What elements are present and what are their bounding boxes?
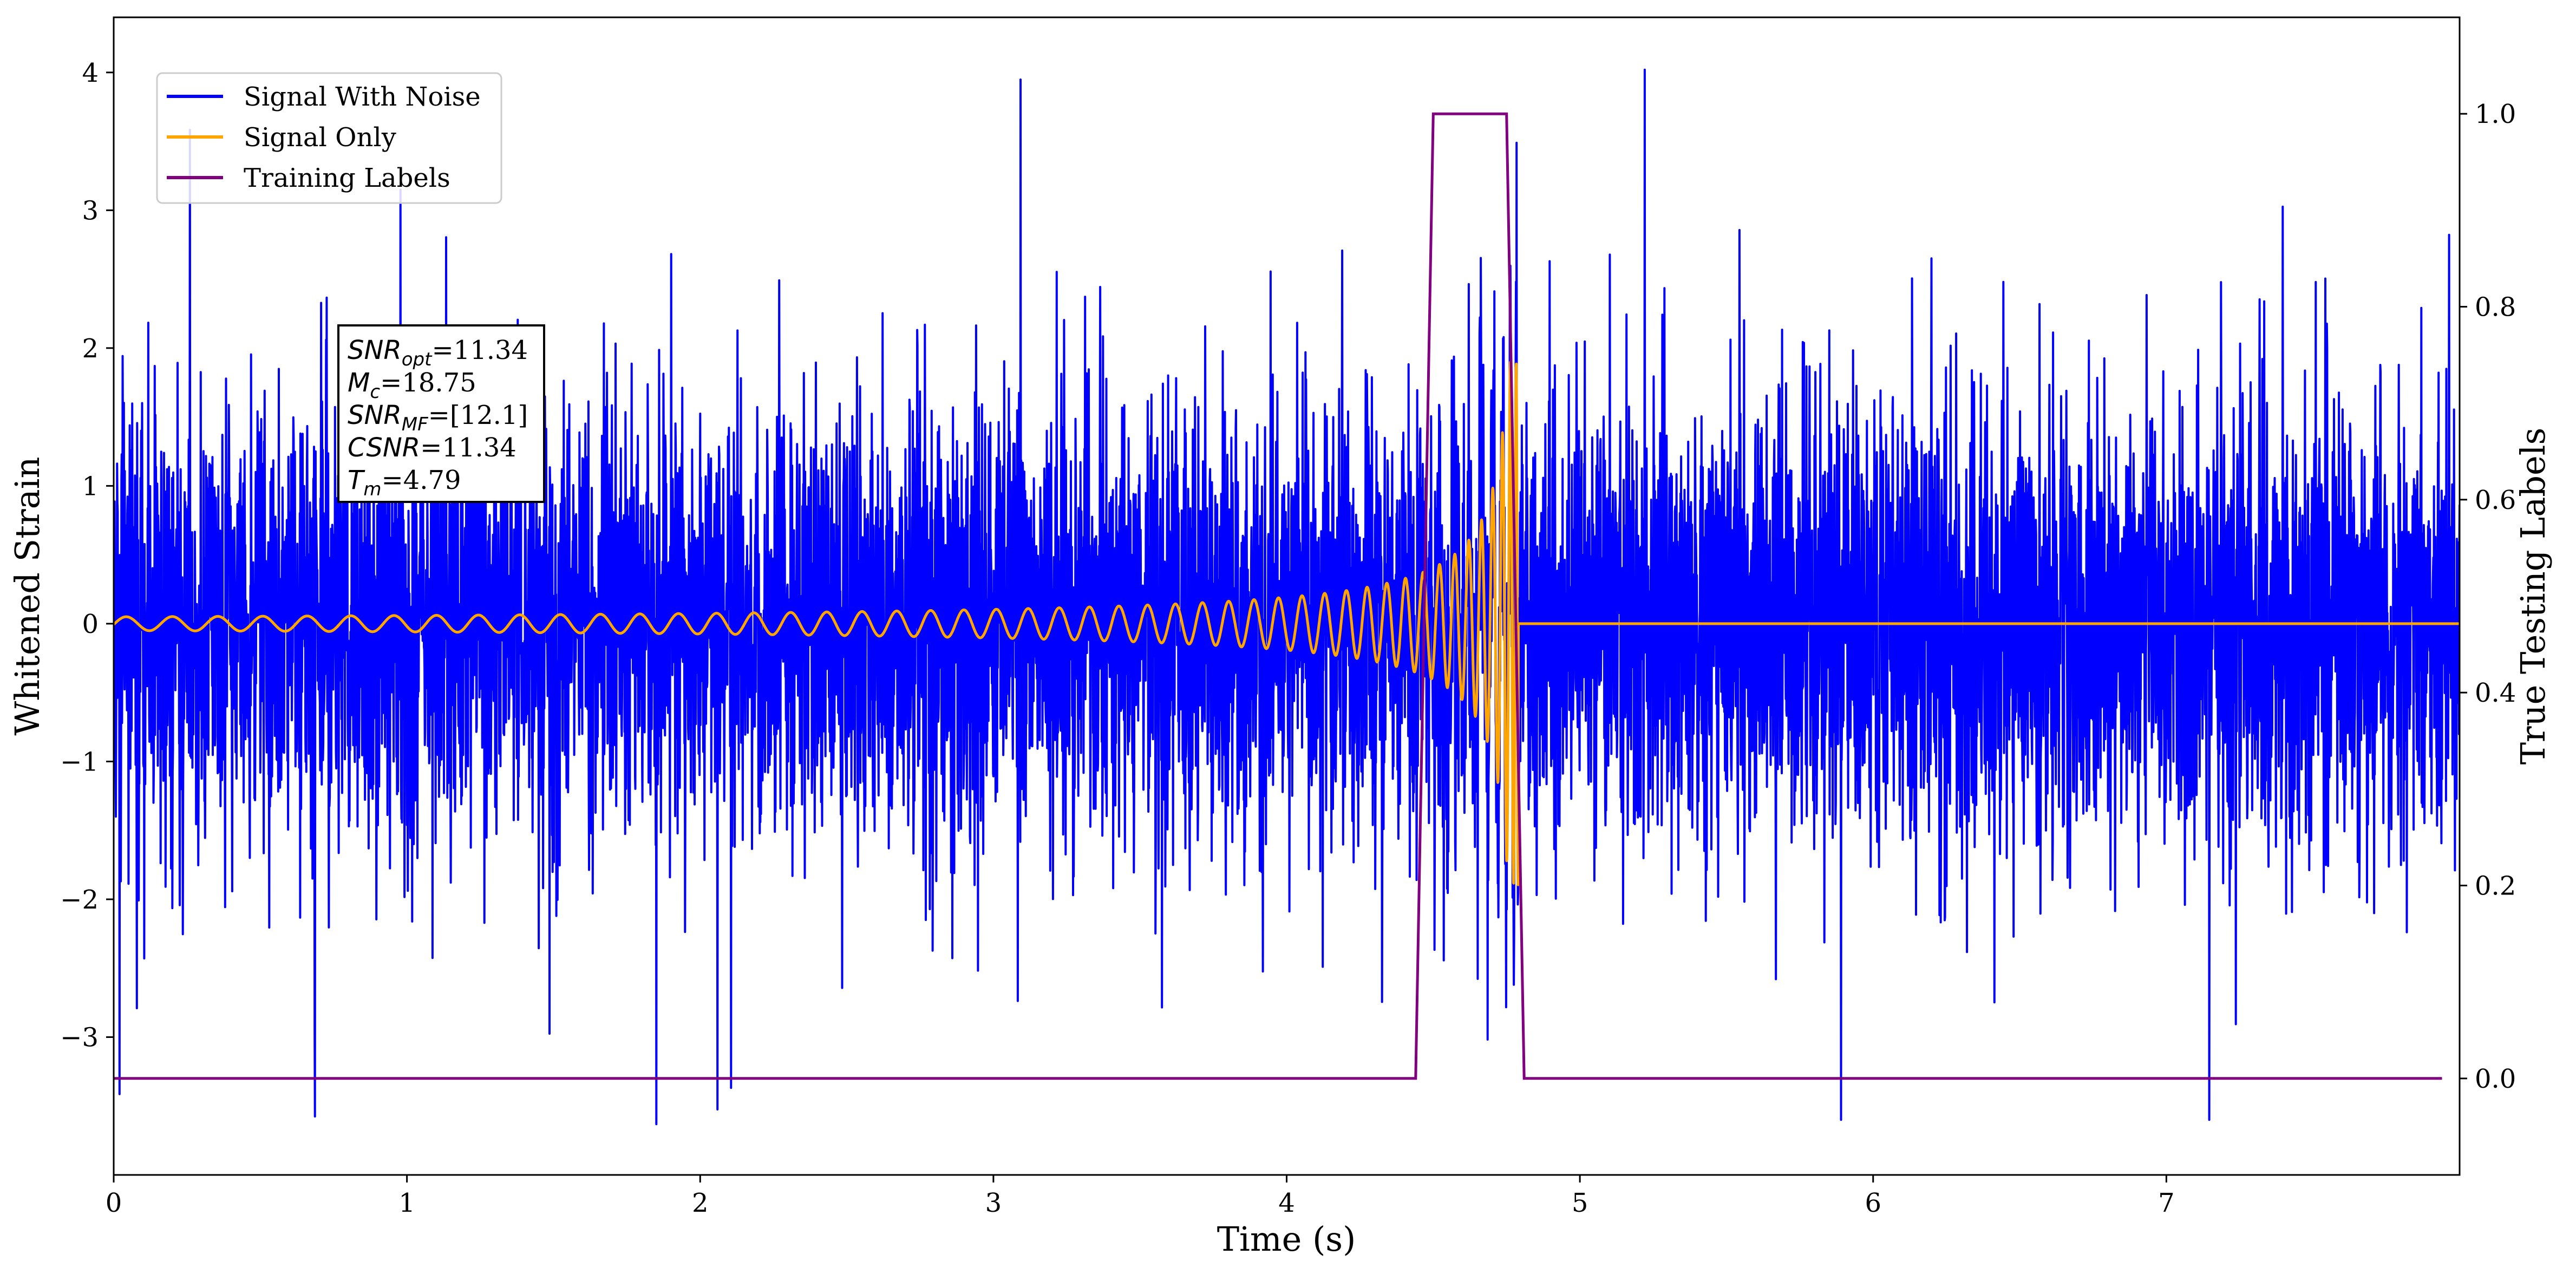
- x-tick-label: 1: [398, 1188, 415, 1218]
- annotation-value: =11.34: [431, 335, 528, 365]
- x-tick-label: 2: [692, 1188, 709, 1218]
- y-tick-label: 1: [82, 471, 99, 501]
- x-tick-label: 4: [1278, 1188, 1295, 1218]
- x-tick-label: 0: [106, 1188, 122, 1218]
- annotation-subscript: m: [363, 479, 381, 500]
- y2-axis-label: True Testing Labels: [2513, 428, 2553, 765]
- annotation-subscript: opt: [402, 349, 433, 370]
- annotation-symbol: CSNR: [348, 433, 420, 463]
- legend-label: Training Labels: [244, 163, 450, 193]
- x-tick-label: 5: [1572, 1188, 1588, 1218]
- annotation-symbol: T: [348, 465, 365, 495]
- y2-tick-label: 1.0: [2475, 99, 2516, 129]
- annotation-line: Tm=4.79: [348, 465, 461, 500]
- legend-box: [156, 72, 502, 204]
- y-axis-right: 0.0 0.2 0.4 0.6 0.8 1.0: [2460, 99, 2516, 1094]
- signal-only-line: [114, 361, 2460, 886]
- series-signal-only: [114, 361, 2460, 886]
- y-tick-label: −3: [60, 1022, 99, 1053]
- annotation-symbol: SNR: [348, 335, 402, 365]
- y2-tick-label: 0.0: [2475, 1064, 2516, 1094]
- y-tick-label: 3: [82, 195, 99, 226]
- y-tick-label: −1: [60, 747, 99, 777]
- info-annotation: SNRopt=11.34Mc=18.75SNRMF=[12.1]CSNR=11.…: [337, 324, 545, 503]
- legend: Signal With Noise Signal Only Training Lab…: [156, 72, 502, 204]
- legend-label: Signal Only: [244, 122, 396, 153]
- annotation-value: =11.34: [420, 433, 516, 463]
- x-tick-label: 6: [1865, 1188, 1881, 1218]
- x-axis-label: Time (s): [1217, 1219, 1356, 1259]
- annotation-box: [337, 324, 545, 503]
- annotation-symbol: SNR: [348, 400, 402, 430]
- annotation-line: SNRopt=11.34: [348, 335, 528, 370]
- series-training-labels: [114, 112, 2442, 1080]
- annotation-line: CSNR=11.34: [348, 433, 516, 463]
- y2-tick-label: 0.2: [2475, 871, 2516, 901]
- annotation-line: SNRMF=[12.1]: [348, 400, 528, 435]
- annotation-line: Mc=18.75: [348, 368, 476, 403]
- x-tick-label: 3: [985, 1188, 1002, 1218]
- y2-tick-label: 0.6: [2475, 485, 2516, 515]
- annotation-value: =[12.1]: [428, 400, 528, 430]
- y2-tick-label: 0.4: [2475, 678, 2516, 708]
- annotation-value: =18.75: [380, 368, 476, 398]
- y-tick-label: −2: [60, 885, 99, 915]
- y-tick-label: 2: [82, 334, 99, 364]
- y-axis-left: −3 −2 −1 0 1 2 3 4: [60, 58, 114, 1053]
- y-tick-label: 4: [82, 58, 99, 88]
- y-axis-label: Whitened Strain: [8, 457, 47, 736]
- annotation-symbol: M: [348, 368, 370, 398]
- annotation-subscript: MF: [402, 414, 428, 435]
- legend-label: Signal With Noise: [244, 82, 481, 112]
- y-tick-label: 0: [82, 609, 99, 639]
- x-axis: 0 1 2 3 4 5 6 7: [106, 1175, 2175, 1218]
- y2-tick-label: 0.8: [2475, 292, 2516, 323]
- training-labels-line: [114, 112, 2442, 1080]
- x-tick-label: 7: [2158, 1188, 2175, 1218]
- annotation-subscript: c: [370, 381, 380, 403]
- annotation-value: =4.79: [381, 465, 461, 495]
